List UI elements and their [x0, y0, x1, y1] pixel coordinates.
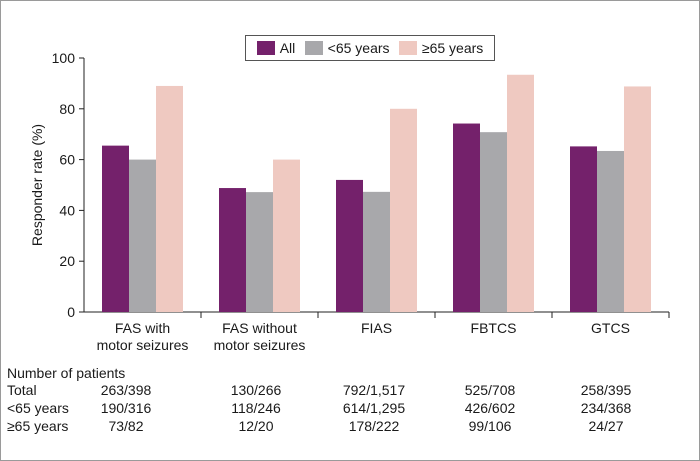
- legend-label-all: All: [279, 40, 296, 56]
- x-tick-label: FAS without: [222, 320, 297, 336]
- x-tick-label: FIAS: [361, 320, 392, 336]
- count-cell: 118/246: [231, 400, 281, 416]
- legend: All <65 years ≥65 years: [245, 35, 495, 61]
- count-cell: 24/27: [588, 418, 624, 434]
- x-tick-label: FBTCS: [471, 320, 517, 336]
- row-label-under-65: <65 years: [7, 400, 69, 416]
- bar: [624, 86, 651, 312]
- patient-counts-table: Number of patients Total 263/398 130/266…: [1, 365, 699, 437]
- x-tick-label: motor seizures: [214, 337, 306, 353]
- legend-label-65-plus: ≥65 years: [421, 40, 484, 56]
- y-tick-label: 0: [67, 304, 75, 320]
- bar: [156, 85, 183, 312]
- bar: [507, 74, 534, 312]
- count-cell: 130/266: [230, 382, 282, 398]
- bar: [102, 145, 129, 312]
- bar: [597, 150, 624, 312]
- counts-row-65-plus: ≥65 years 73/82 12/20 178/222 99/106 24/…: [1, 418, 699, 436]
- bar: [336, 179, 363, 312]
- legend-item-all: All: [256, 40, 296, 56]
- y-axis-label: Responder rate (%): [29, 124, 45, 246]
- x-tick-label: FAS with: [115, 320, 170, 336]
- bar: [480, 132, 507, 312]
- bar: [363, 191, 390, 312]
- y-tick-label: 20: [59, 253, 75, 269]
- count-cell: 614/1,295: [342, 400, 406, 416]
- count-cell: 12/20: [238, 418, 274, 434]
- bar: [570, 146, 597, 312]
- count-cell: 263/398: [100, 382, 152, 398]
- count-cell: 190/316: [100, 400, 152, 416]
- bar: [390, 108, 417, 312]
- legend-swatch-under-65: [304, 41, 323, 55]
- y-tick-label: 60: [59, 152, 75, 168]
- legend-label-under-65: <65 years: [327, 40, 390, 56]
- count-cell: 73/82: [108, 418, 144, 434]
- count-cell: 234/368: [580, 400, 632, 416]
- row-label-65-plus: ≥65 years: [7, 418, 69, 434]
- x-tick-label: GTCS: [591, 320, 630, 336]
- y-tick-label: 80: [59, 101, 75, 117]
- legend-item-65-plus: ≥65 years: [398, 40, 484, 56]
- count-cell: 792/1,517: [342, 382, 406, 398]
- x-tick-label: motor seizures: [97, 337, 189, 353]
- legend-swatch-all: [256, 41, 275, 55]
- count-cell: 525/708: [464, 382, 516, 398]
- legend-swatch-65-plus: [398, 41, 417, 55]
- counts-row-total: Total 263/398 130/266 792/1,517 525/708 …: [1, 382, 699, 400]
- count-cell: 426/602: [464, 400, 516, 416]
- bar: [453, 123, 480, 312]
- count-cell: 99/106: [468, 418, 512, 434]
- bar: [273, 159, 300, 312]
- legend-item-under-65: <65 years: [304, 40, 390, 56]
- bar: [129, 159, 156, 312]
- row-label-total: Total: [7, 382, 37, 398]
- y-tick-label: 40: [59, 202, 75, 218]
- count-cell: 258/395: [580, 382, 632, 398]
- patient-counts-title: Number of patients: [7, 365, 126, 381]
- bar: [219, 188, 246, 312]
- bar: [246, 192, 273, 312]
- count-cell: 178/222: [348, 418, 400, 434]
- counts-row-under-65: <65 years 190/316 118/246 614/1,295 426/…: [1, 400, 699, 418]
- y-tick-label: 100: [52, 50, 76, 66]
